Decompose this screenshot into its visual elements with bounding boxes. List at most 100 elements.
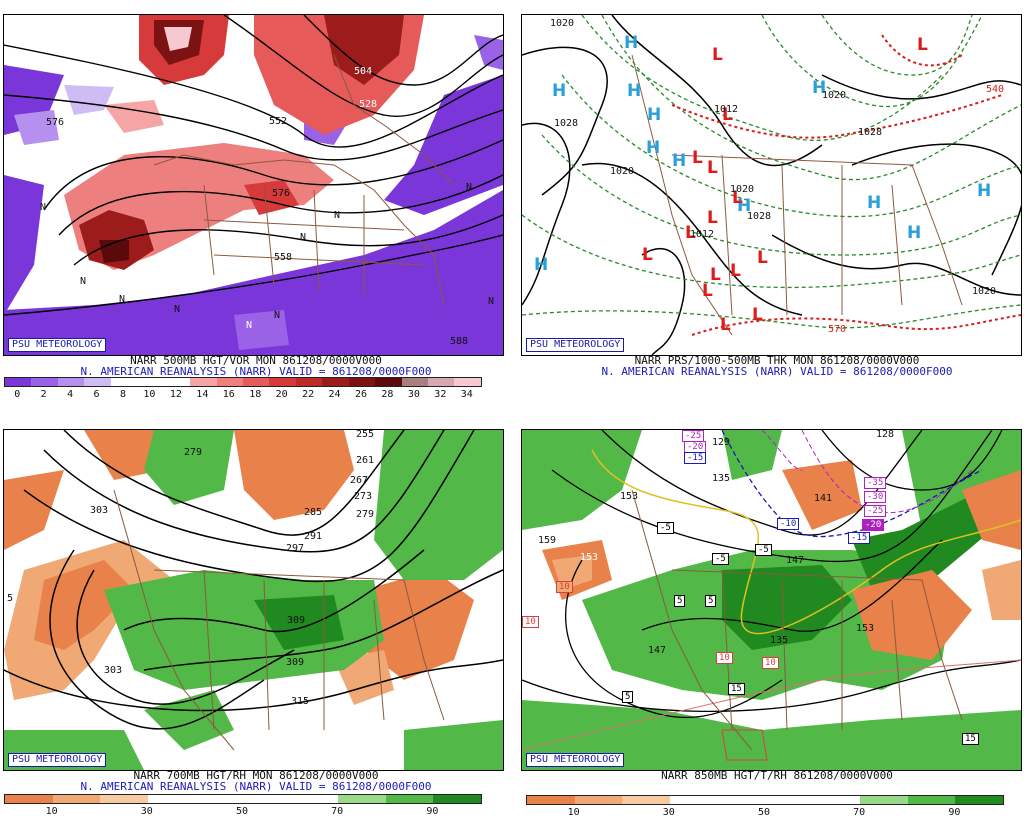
height-label: 291	[304, 531, 323, 542]
high-pressure-marker: H	[867, 193, 882, 213]
isobar-label: 1028	[858, 127, 883, 138]
colorbar-tick-label: 2	[40, 389, 47, 400]
map-caption: NARR PRS/1000-500MB THK MON 861208/0000V…	[634, 354, 920, 367]
thickness-label: 540	[986, 84, 1005, 95]
contour-label: 528	[359, 99, 378, 110]
colorbar-swatch	[433, 795, 481, 803]
map-700mb-rh: 255 261 267 273 279 279 285 291 297 303 …	[3, 429, 504, 771]
temperature-label: -5	[755, 544, 772, 556]
temperature-label: -15	[684, 452, 707, 464]
colorbar-swatch	[322, 378, 349, 386]
vorticity-colorbar-ticks: 0 2 4 6 8 10 12 14 16 18 20 22 24 26 28 30 32 34	[4, 389, 480, 401]
colorbar-swatch	[907, 796, 956, 804]
colorbar-swatch	[5, 378, 32, 386]
colorbar-swatch	[764, 796, 813, 804]
colorbar-swatch	[163, 378, 191, 386]
height-label: 159	[538, 535, 557, 546]
n-mark: N	[274, 310, 281, 321]
isobar-label: 1028	[747, 211, 772, 222]
colorbar-swatch	[622, 796, 670, 804]
height-label: 5	[7, 593, 14, 604]
colorbar-swatch	[717, 796, 765, 804]
colorbar-tick-label: 12	[169, 389, 182, 400]
map-850mb-t-rh: 129 135 141 147 153 159 153 147 128 135 …	[521, 429, 1022, 771]
height-label: 261	[356, 455, 375, 466]
high-pressure-marker: H	[624, 33, 639, 53]
n-mark: N	[119, 294, 126, 305]
contour-label: 576	[46, 117, 65, 128]
low-pressure-marker: L	[917, 35, 928, 55]
contour-label: 558	[274, 252, 293, 263]
isobar-label: 1020	[972, 286, 997, 297]
panel-500mb-vorticity: 576 552 528 504 588 558 576 N N N N N N …	[0, 0, 512, 409]
map-pressure-thickness: H H H H H H H H H H H H L L L L L L L L …	[521, 14, 1022, 356]
colorbar-swatch	[348, 378, 376, 386]
temperature-label: 10	[556, 581, 573, 593]
map-valid-caption: N. AMERICAN REANALYSIS (NARR) VALID = 86…	[601, 365, 953, 378]
n-mark: N	[488, 296, 495, 307]
high-pressure-marker: H	[627, 81, 642, 101]
n-mark: N	[40, 202, 47, 213]
colorbar-swatch	[295, 378, 323, 386]
height-label: 147	[786, 555, 805, 566]
map-500mb-vorticity: 576 552 528 504 588 558 576 N N N N N N …	[3, 14, 504, 356]
height-label: 255	[356, 429, 375, 440]
colorbar-swatch	[147, 795, 196, 803]
colorbar-tick-label: 10	[143, 389, 156, 400]
temperature-label: 15	[962, 733, 979, 745]
colorbar-tick-label: 30	[140, 806, 153, 817]
temperature-label: 15	[728, 683, 745, 695]
isobar-label: 1012	[690, 229, 715, 240]
map-caption: NARR 850MB HGT/T/RH 861208/0000V000	[661, 769, 893, 782]
colorbar-tick-label: 32	[434, 389, 447, 400]
contour-label: 504	[354, 66, 373, 77]
colorbar-swatch	[110, 378, 138, 386]
low-pressure-marker: L	[642, 245, 653, 265]
temperature-label: -25	[864, 505, 887, 517]
colorbar-tick-label: 26	[354, 389, 368, 400]
low-pressure-marker: L	[757, 248, 768, 268]
colorbar-swatch	[31, 378, 58, 386]
low-pressure-marker: L	[707, 158, 718, 178]
colorbar-swatch	[269, 378, 296, 386]
high-pressure-marker: H	[977, 181, 992, 201]
high-pressure-marker: H	[672, 151, 687, 171]
height-label: 153	[580, 552, 599, 563]
colorbar-swatch	[860, 796, 908, 804]
temperature-label: 5	[622, 691, 634, 703]
colorbar-swatch	[385, 795, 434, 803]
n-mark: N	[466, 182, 473, 193]
temperature-label: 5	[674, 595, 686, 607]
panel-700mb-rh: 255 261 267 273 279 279 285 291 297 303 …	[0, 415, 512, 824]
temperature-label: 10	[522, 616, 539, 628]
low-pressure-marker: L	[730, 261, 741, 281]
height-label: 153	[856, 623, 875, 634]
panel-850mb-t-rh: 129 135 141 147 153 159 153 147 128 135 …	[512, 415, 1024, 824]
isobar-label: 1020	[550, 18, 575, 29]
n-mark: N	[300, 232, 307, 243]
high-pressure-marker: H	[812, 78, 827, 98]
rh-colorbar	[4, 794, 482, 804]
isobar-label: 1020	[610, 166, 635, 177]
map-valid-caption: N. AMERICAN REANALYSIS (NARR) VALID = 86…	[80, 365, 432, 378]
vorticity-field	[4, 15, 503, 355]
isobar-label: 1012	[714, 104, 739, 115]
height-label: 285	[304, 507, 323, 518]
colorbar-tick-label: 70	[331, 806, 344, 817]
height-label: 279	[356, 509, 375, 520]
pressure-thickness-contours	[522, 15, 1021, 355]
contour-label: 552	[269, 116, 288, 127]
height-label: 147	[648, 645, 667, 656]
n-mark: N	[174, 304, 181, 315]
colorbar-swatch	[5, 795, 53, 803]
colorbar-tick-label: 50	[757, 807, 771, 818]
temperature-label: -35	[864, 477, 887, 489]
colorbar-swatch	[527, 796, 575, 804]
colorbar-tick-label: 18	[249, 389, 262, 400]
colorbar-swatch	[375, 378, 402, 386]
n-mark: N	[246, 320, 253, 331]
contour-label: 576	[272, 188, 291, 199]
height-label: 128	[876, 429, 895, 440]
high-pressure-marker: H	[646, 138, 661, 158]
map-valid-caption: N. AMERICAN REANALYSIS (NARR) VALID = 86…	[80, 780, 432, 793]
